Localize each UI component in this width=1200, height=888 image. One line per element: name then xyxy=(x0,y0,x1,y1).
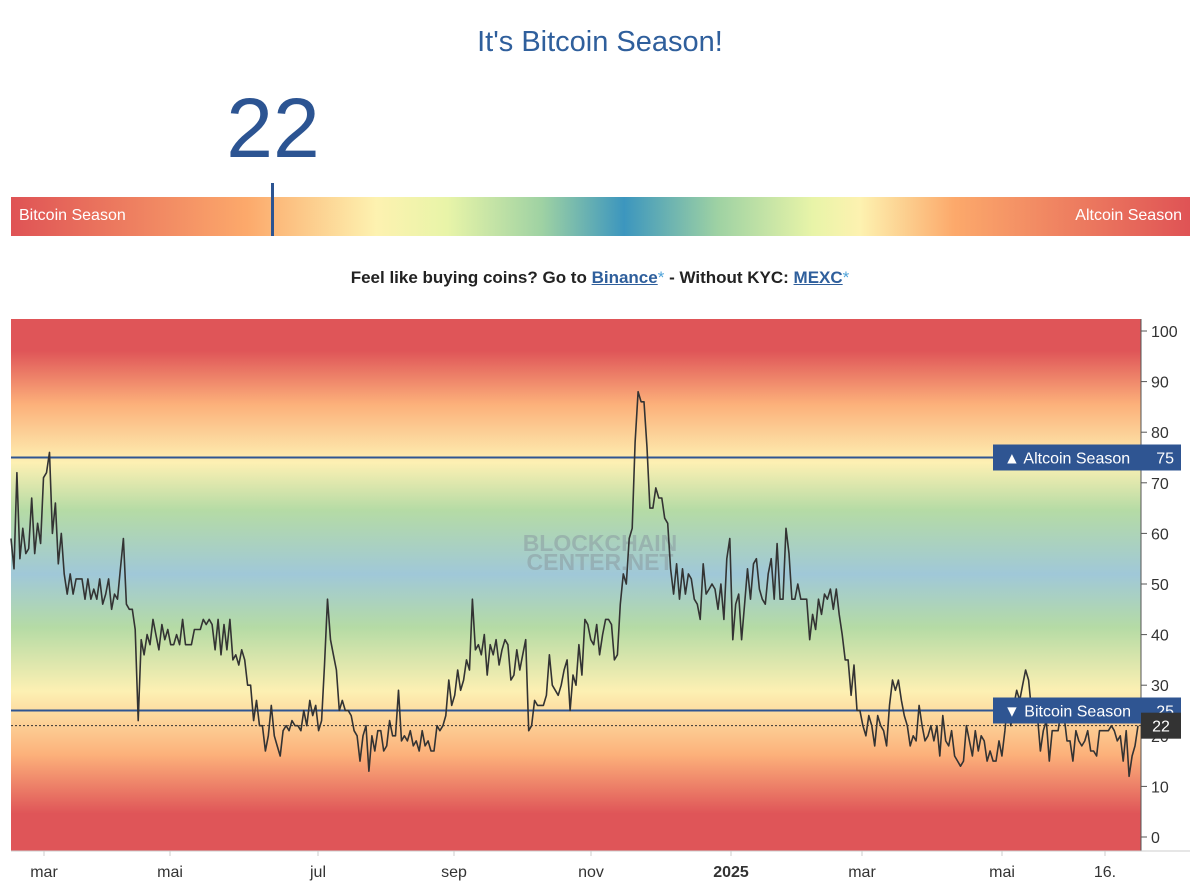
y-tick-label: 30 xyxy=(1151,678,1169,695)
y-tick-label: 50 xyxy=(1151,577,1169,594)
mexc-link[interactable]: MEXC xyxy=(793,268,843,287)
y-tick-label: 70 xyxy=(1151,476,1169,493)
y-tick-label: 60 xyxy=(1151,526,1169,543)
watermark-line1: BLOCKCHAIN xyxy=(523,530,678,556)
y-tick-label: 0 xyxy=(1151,830,1160,847)
threshold-label: ▲ Altcoin Season xyxy=(1004,451,1130,468)
promo-prefix: Feel like buying coins? Go to xyxy=(350,268,592,287)
y-tick-label: 10 xyxy=(1151,779,1169,796)
gauge-left-label: Bitcoin Season xyxy=(19,207,126,224)
watermark-line2: CENTER.NET xyxy=(527,549,674,575)
y-tick-label: 90 xyxy=(1151,375,1169,392)
gauge-right-label: Altcoin Season xyxy=(1075,207,1182,224)
current-value-label: 22 xyxy=(1152,719,1170,736)
promo-text: Feel like buying coins? Go to Binance* -… xyxy=(0,268,1200,288)
season-gauge: Bitcoin Season Altcoin Season xyxy=(11,183,1190,236)
x-tick-label: mar xyxy=(30,864,58,881)
threshold-label-box xyxy=(993,444,1181,471)
x-tick-label: mai xyxy=(157,864,183,881)
y-tick-label: 40 xyxy=(1151,628,1169,645)
y-tick-label: 80 xyxy=(1151,425,1169,442)
x-tick-label: mai xyxy=(989,864,1015,881)
binance-link[interactable]: Binance xyxy=(591,268,658,287)
index-value: 22 xyxy=(226,81,320,175)
page-title: It's Bitcoin Season! xyxy=(477,26,723,58)
current-value-box xyxy=(1141,712,1181,739)
threshold-value: 75 xyxy=(1156,451,1174,468)
x-tick-label: jul xyxy=(309,864,326,881)
promo-middle: - Without KYC: xyxy=(664,268,794,287)
gauge-marker xyxy=(271,183,274,236)
series-line xyxy=(10,390,1139,778)
x-tick-label: 16. xyxy=(1094,864,1116,881)
binance-star: * xyxy=(657,268,665,287)
x-tick-label: sep xyxy=(441,864,467,881)
y-tick-label: 100 xyxy=(1151,324,1178,341)
x-tick-label: mar xyxy=(848,864,876,881)
x-tick-label: 2025 xyxy=(713,864,749,881)
plot-background xyxy=(11,319,1141,851)
x-tick-label: nov xyxy=(578,864,604,881)
threshold-label: ▼ Bitcoin Season xyxy=(1004,704,1131,721)
mexc-star: * xyxy=(842,268,850,287)
